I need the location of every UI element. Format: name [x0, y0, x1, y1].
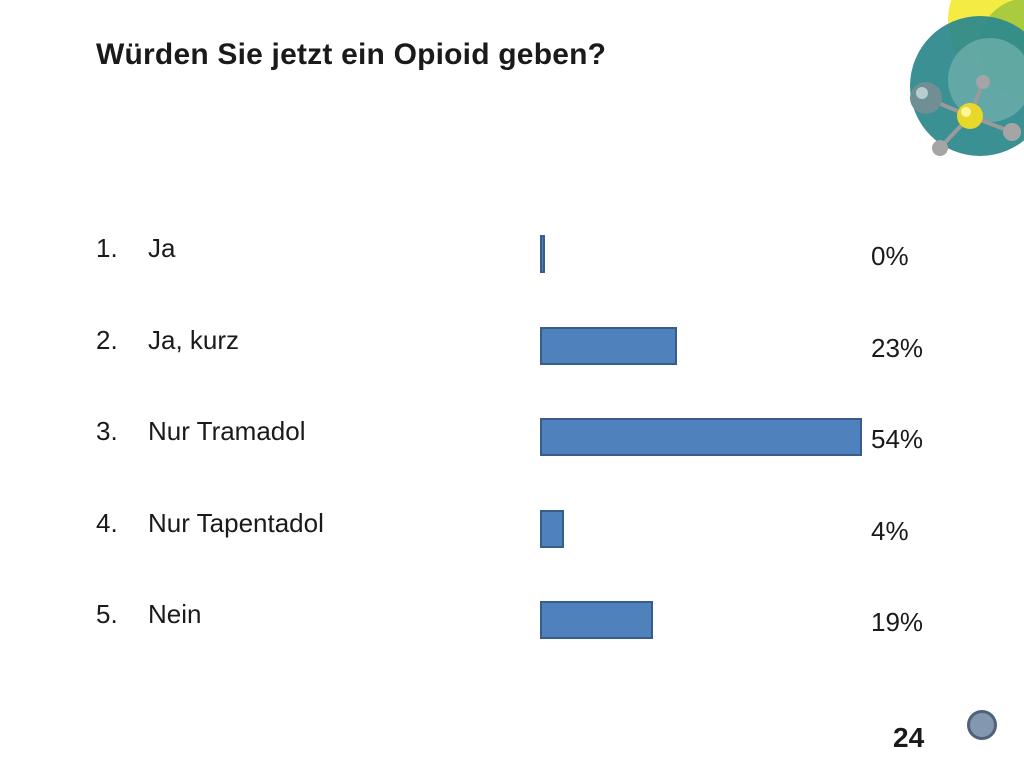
percentage-label: 4% [871, 515, 909, 546]
answer-option: 4. Nur Tapentadol [96, 508, 324, 539]
answer-option: 5. Nein [96, 599, 201, 630]
answer-label: Ja, kurz [148, 324, 240, 355]
answer-number: 2. [96, 324, 118, 355]
answer-option: 1. Ja [96, 233, 175, 264]
answer-number: 4. [96, 507, 118, 538]
answer-label: Nein [148, 599, 202, 629]
answer-label: Nur Tramadol [148, 416, 306, 446]
answer-label: Nur Tapentadol [148, 507, 324, 538]
answer-option: 2. Ja, kurz [96, 325, 239, 356]
bar [540, 418, 862, 456]
percentage-label: 19% [871, 607, 924, 637]
bar [540, 235, 545, 273]
bar [540, 601, 654, 639]
answer-label: Ja [148, 233, 176, 263]
slide-title: Würden Sie jetzt ein Opioid geben? [96, 38, 607, 71]
answer-number: 3. [96, 416, 118, 446]
answer-number: 5. [96, 599, 118, 629]
bar [540, 326, 678, 365]
answer-number: 1. [96, 233, 118, 263]
percentage-label: 23% [871, 332, 924, 363]
percentage-label: 54% [871, 424, 924, 454]
molecule-logo-icon [910, 0, 1024, 156]
page-number: 24 [893, 722, 925, 753]
answer-option: 3. Nur Tramadol [96, 416, 306, 447]
bar [540, 509, 564, 548]
slide-nav-button[interactable] [967, 710, 997, 740]
percentage-label: 0% [871, 241, 909, 271]
